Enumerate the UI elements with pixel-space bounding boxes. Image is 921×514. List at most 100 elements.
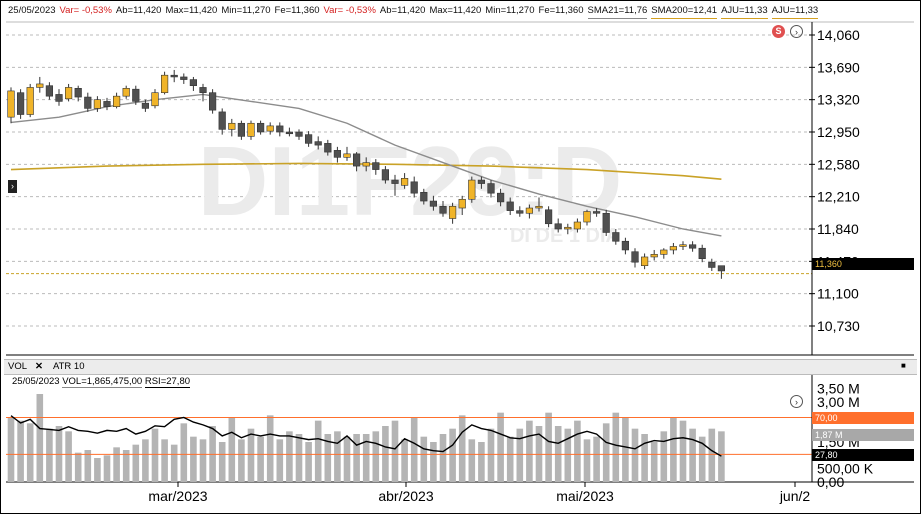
header-close: Fe=11,360 xyxy=(274,5,320,16)
candle-up xyxy=(468,179,476,200)
header-sma21: SMA21=11,76 xyxy=(587,5,648,19)
volume-tick-label: 0,00 xyxy=(817,474,844,490)
candle-down xyxy=(199,87,207,93)
volume-bar xyxy=(650,442,658,482)
candle-down xyxy=(477,179,486,184)
header-max: Max=11,420 xyxy=(165,5,218,16)
candle-up xyxy=(247,122,255,137)
volume-bar xyxy=(142,439,149,482)
sma200-line xyxy=(10,162,722,180)
candle-down xyxy=(16,92,25,115)
candle-down xyxy=(84,96,92,109)
candle-down xyxy=(314,141,322,146)
candle-up xyxy=(362,162,370,167)
candle-up xyxy=(458,198,466,209)
candle-down xyxy=(496,192,505,203)
volume-bar xyxy=(295,434,303,482)
header-date: 25/05/2023 xyxy=(8,5,56,16)
header-min-2: Min=11,270 xyxy=(485,5,535,16)
sub-date: 25/05/2023 xyxy=(12,376,60,387)
candle-down xyxy=(218,111,226,130)
volume-bar xyxy=(74,452,82,482)
volume-bar xyxy=(718,431,725,482)
volume-bar xyxy=(103,455,111,482)
candle-down xyxy=(506,201,514,211)
candle-down xyxy=(516,210,524,214)
volume-bar xyxy=(276,439,284,482)
volume-bar xyxy=(583,439,591,482)
candle-down xyxy=(189,79,198,86)
candle-down xyxy=(410,181,418,194)
candle-down xyxy=(285,131,294,135)
volume-bar xyxy=(190,436,197,482)
header-close-2: Fe=11,360 xyxy=(538,5,584,16)
rsi-current-tag: 27,80 xyxy=(812,449,914,461)
tab-vol[interactable]: VOL xyxy=(8,361,28,372)
volume-bar xyxy=(17,420,24,482)
candle-down xyxy=(717,265,725,272)
volume-bar xyxy=(708,428,716,482)
candle-up xyxy=(660,249,668,255)
volume-bar xyxy=(65,431,72,482)
volume-bar xyxy=(593,436,600,482)
panel-square-icon[interactable]: ■ xyxy=(901,361,906,370)
price-tick-label: 13,320 xyxy=(817,92,860,108)
volume-bar xyxy=(334,431,341,482)
volume-bar xyxy=(266,415,274,482)
header-aju: AJU=11,33 xyxy=(721,5,768,19)
volume-bar xyxy=(574,420,581,482)
candle-up xyxy=(122,88,130,97)
header-var: Var= -0,53% xyxy=(59,5,112,16)
volume-bar xyxy=(372,431,380,482)
volume-bar xyxy=(391,420,399,482)
volume-bar xyxy=(180,423,188,482)
candle-up xyxy=(161,74,169,93)
candle-up xyxy=(266,125,274,132)
candle-down xyxy=(141,102,150,109)
candle-down xyxy=(256,122,265,133)
sub-circle-arrow-icon[interactable]: › xyxy=(790,395,803,408)
circle-arrow-icon[interactable]: › xyxy=(790,25,803,38)
header-open-2: Ab=11,420 xyxy=(379,5,426,16)
volume-bar xyxy=(660,431,668,482)
tab-atr[interactable]: ATR 10 xyxy=(53,361,85,372)
indicator-header: 25/05/2023 VOL=1,865,475,00 RSI=27,80 xyxy=(12,376,191,388)
volume-bar xyxy=(170,444,178,482)
close-icon[interactable]: ✕ xyxy=(35,361,43,372)
candle-down xyxy=(544,209,553,225)
volume-bar xyxy=(468,439,476,482)
volume-tick-label: 500,00 K xyxy=(817,461,874,477)
volume-bar xyxy=(26,423,34,482)
volume-bar xyxy=(46,428,53,482)
candle-up xyxy=(448,205,457,219)
volume-bar xyxy=(113,447,120,482)
candle-up xyxy=(113,95,121,107)
volume-bar xyxy=(612,412,620,482)
volume-bar xyxy=(698,436,706,482)
volume-bar xyxy=(631,428,639,482)
volume-bar xyxy=(458,415,466,482)
header-var-2: Var= -0,53% xyxy=(323,5,376,16)
volume-bar xyxy=(641,434,648,482)
volume-bar xyxy=(449,428,456,482)
candle-down xyxy=(180,76,188,80)
rsi-line xyxy=(10,415,722,457)
candle-down xyxy=(295,131,303,137)
candle-up xyxy=(573,221,581,230)
volume-bar xyxy=(353,434,360,482)
volume-bar xyxy=(7,418,15,482)
left-marker-icon[interactable]: › xyxy=(8,180,17,193)
volume-bar xyxy=(439,434,447,482)
candle-down xyxy=(420,191,428,202)
volume-bar xyxy=(324,434,332,482)
price-tick-label: 13,690 xyxy=(817,59,860,75)
candle-up xyxy=(7,90,15,118)
volume-bar xyxy=(94,458,101,482)
volume-bar xyxy=(305,442,312,482)
volume-bar xyxy=(545,412,552,482)
candle-down xyxy=(170,74,178,78)
s-badge-icon[interactable]: S xyxy=(772,25,785,38)
volume-bar xyxy=(199,439,207,482)
header-min: Min=11,270 xyxy=(221,5,271,16)
